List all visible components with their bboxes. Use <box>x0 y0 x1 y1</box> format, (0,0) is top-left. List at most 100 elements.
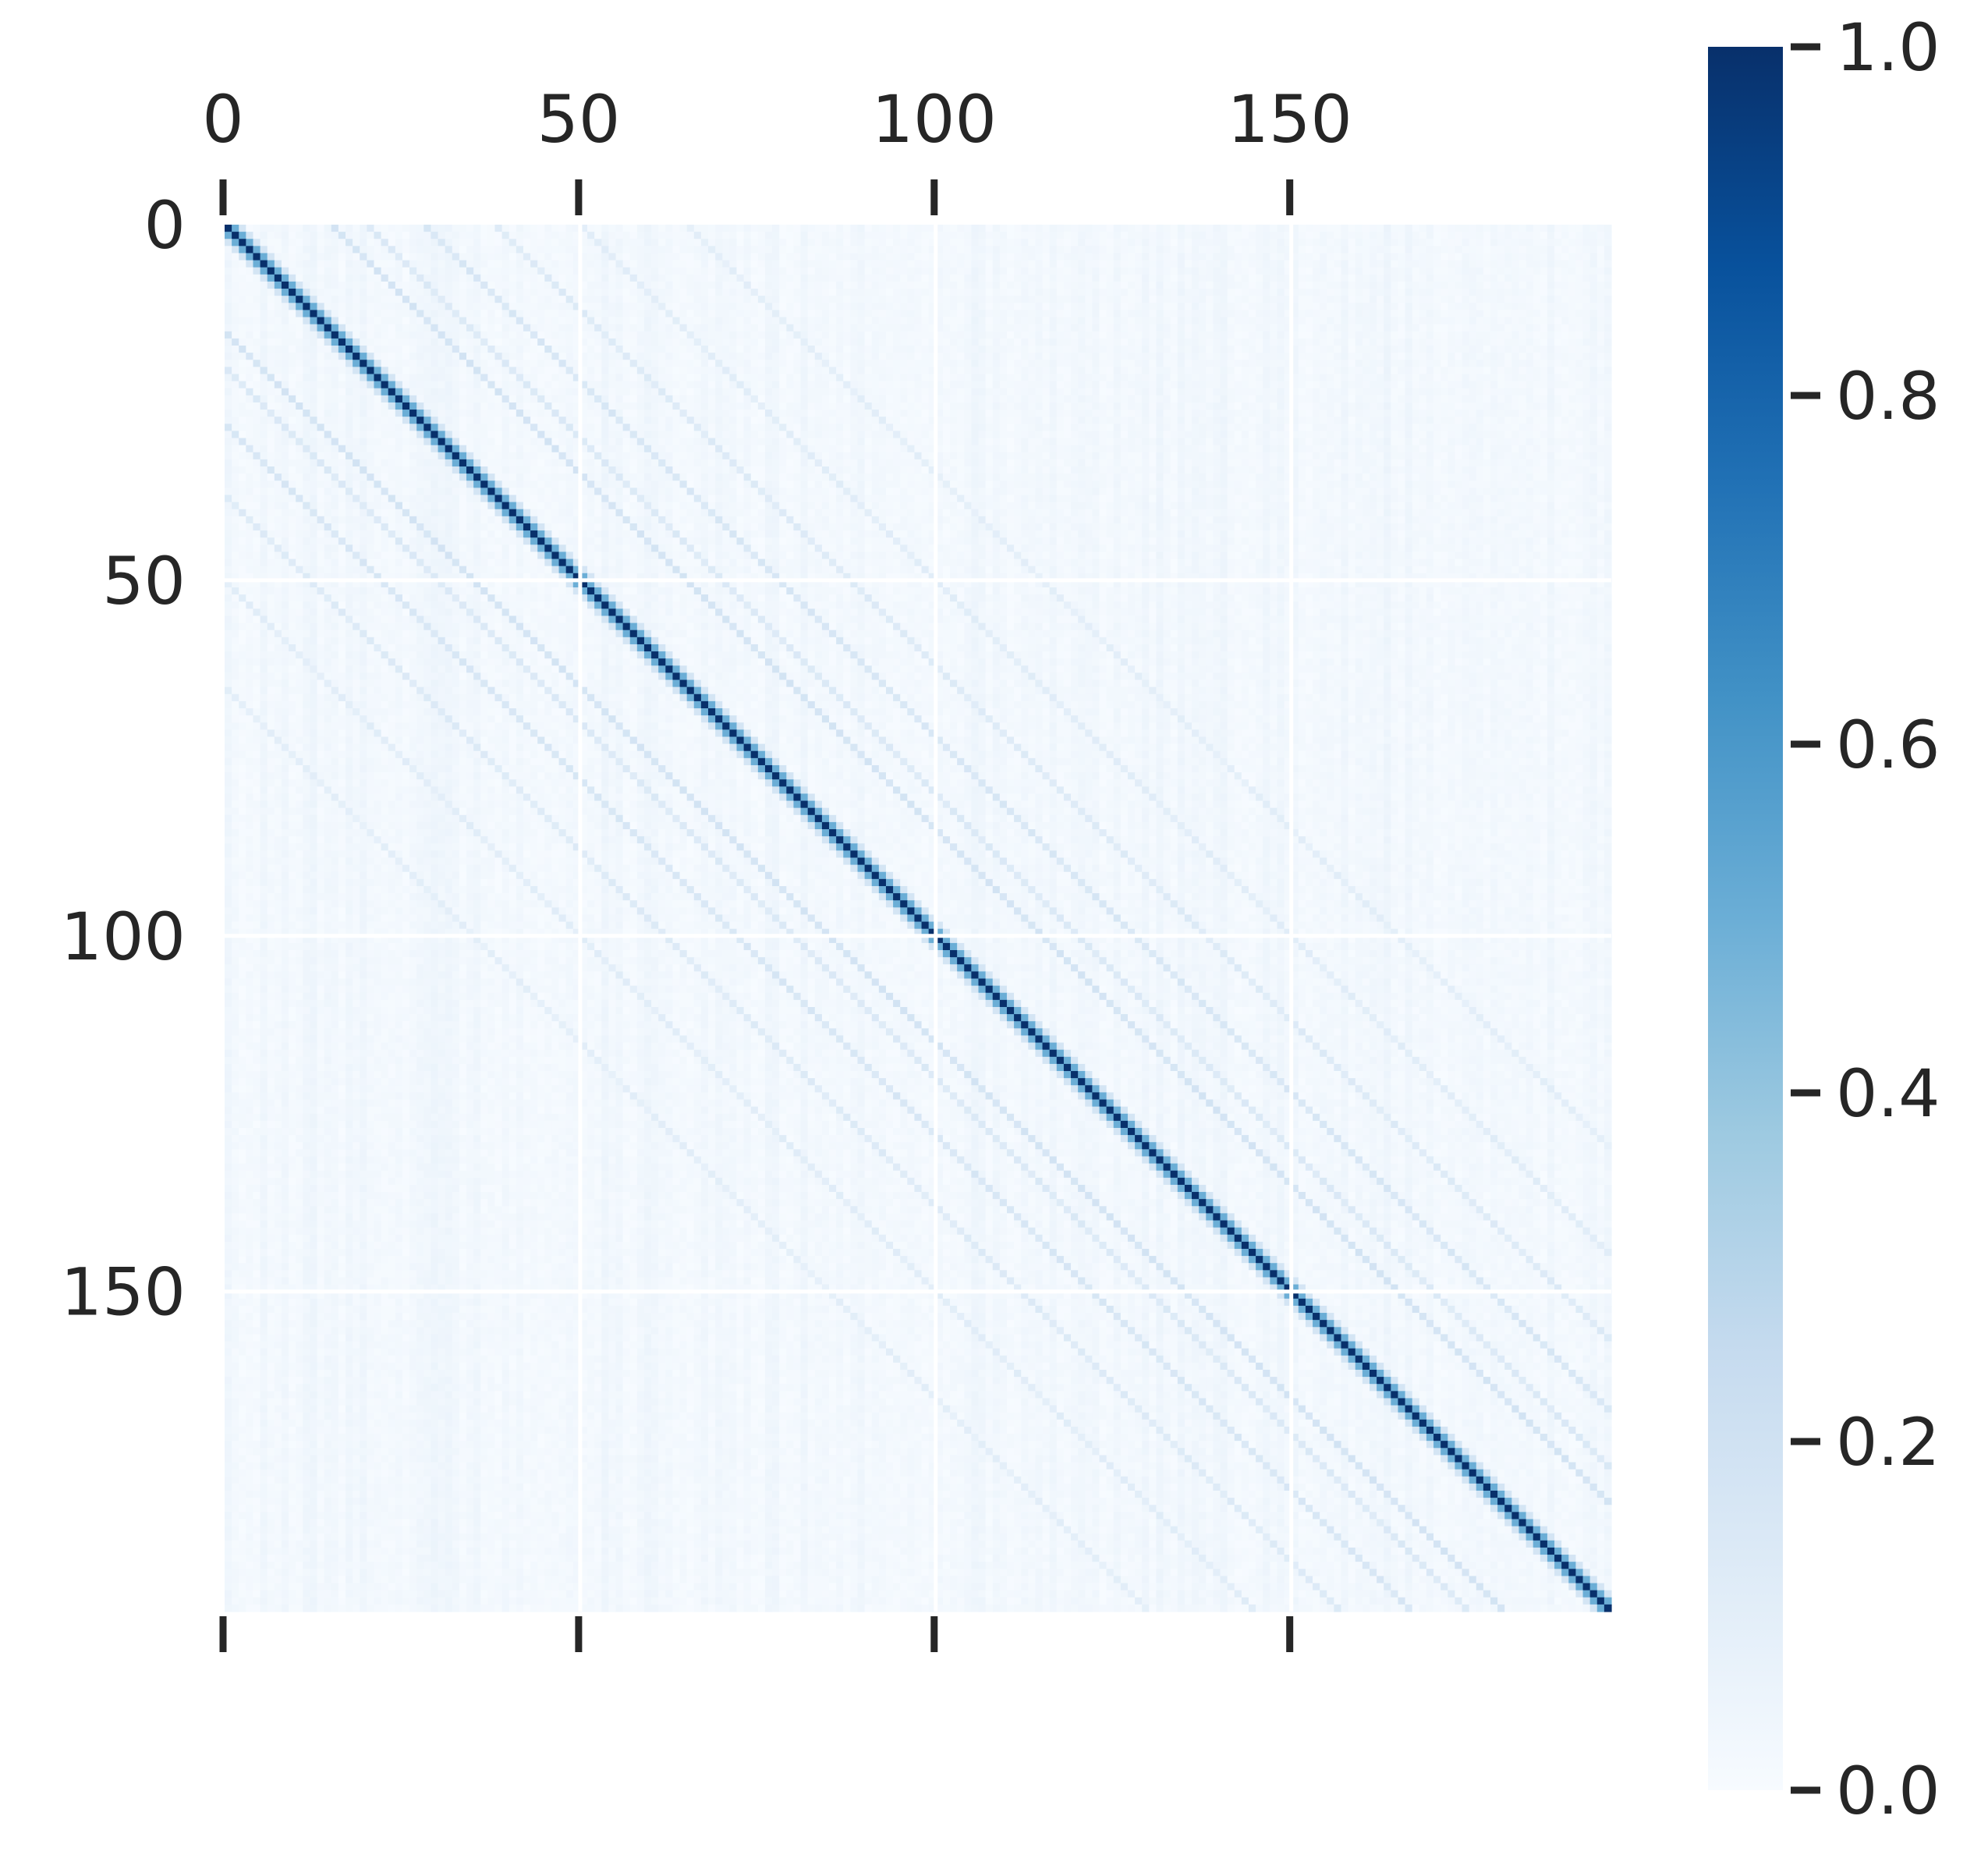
heatmap-cell <box>310 267 318 275</box>
heatmap-cell <box>1192 274 1200 282</box>
heatmap-cell <box>1313 281 1320 289</box>
heatmap-cell <box>1263 317 1270 325</box>
heatmap-cell <box>1135 289 1143 296</box>
heatmap-cell <box>260 346 268 353</box>
heatmap-cell <box>857 289 866 296</box>
heatmap-cell <box>1135 374 1143 382</box>
heatmap-cell <box>715 331 723 339</box>
heatmap-cell <box>1369 303 1377 311</box>
heatmap-cell <box>565 346 574 353</box>
heatmap-cell <box>999 303 1008 311</box>
heatmap-cell <box>900 225 908 232</box>
heatmap-cell <box>225 388 232 396</box>
heatmap-cell <box>1142 267 1150 275</box>
heatmap-cell <box>1377 353 1384 360</box>
heatmap-cell <box>1462 267 1470 275</box>
heatmap-cell <box>1526 331 1534 339</box>
heatmap-cell <box>1298 324 1306 332</box>
heatmap-cell <box>1014 267 1022 275</box>
heatmap-cell <box>1426 281 1434 289</box>
heatmap-cell <box>693 346 702 353</box>
heatmap-cell <box>353 267 360 275</box>
heatmap-cell <box>1028 374 1037 382</box>
heatmap-cell <box>850 289 859 296</box>
heatmap-cell <box>409 360 417 367</box>
heatmap-cell <box>1441 232 1448 239</box>
heatmap-cell <box>1327 388 1334 396</box>
heatmap-cell <box>1596 338 1605 346</box>
heatmap-cell <box>1327 324 1334 332</box>
heatmap-cell <box>864 388 873 396</box>
heatmap-cell <box>1206 324 1214 332</box>
heatmap-cell <box>1220 331 1228 339</box>
heatmap-cell <box>1092 239 1100 246</box>
heatmap-cell <box>402 353 410 360</box>
heatmap-cell <box>800 296 809 303</box>
heatmap-cell <box>409 281 417 289</box>
heatmap-cell <box>1540 253 1548 261</box>
heatmap-cell <box>1313 367 1320 375</box>
heatmap-cell <box>1455 346 1463 353</box>
heatmap-cell <box>814 324 823 332</box>
heatmap-cell <box>885 324 894 332</box>
heatmap-cell <box>1263 360 1270 367</box>
heatmap-cell <box>431 353 439 360</box>
heatmap-cell <box>1113 267 1122 275</box>
heatmap-cell <box>416 253 424 261</box>
heatmap-cell <box>466 395 474 403</box>
heatmap-cell <box>864 346 873 353</box>
heatmap-cell <box>829 367 837 375</box>
heatmap-cell <box>360 353 367 360</box>
heatmap-cell <box>651 338 659 346</box>
heatmap-cell <box>360 232 367 239</box>
heatmap-cell <box>1504 267 1512 275</box>
heatmap-cell <box>551 367 560 375</box>
heatmap-cell <box>594 246 602 254</box>
heatmap-cell <box>1547 324 1555 332</box>
heatmap-cell <box>729 388 738 396</box>
heatmap-cell <box>914 353 923 360</box>
heatmap-cell <box>253 289 261 296</box>
heatmap-cell <box>1156 253 1164 261</box>
heatmap-cell <box>445 303 453 311</box>
heatmap-cell <box>1596 239 1605 246</box>
heatmap-cell <box>1113 324 1122 332</box>
heatmap-cell <box>452 303 460 311</box>
heatmap-cell <box>594 232 602 239</box>
heatmap-cell <box>1554 395 1562 403</box>
heatmap-cell <box>1206 395 1214 403</box>
heatmap-cell <box>722 381 730 389</box>
heatmap-cell <box>1533 310 1541 318</box>
heatmap-cell <box>1227 281 1235 289</box>
heatmap-cell <box>1291 239 1299 246</box>
heatmap-cell <box>1582 374 1591 382</box>
heatmap-cell <box>1270 346 1278 353</box>
heatmap-cell <box>445 239 453 246</box>
heatmap-cell <box>232 374 239 382</box>
heatmap-cell <box>274 310 282 318</box>
heatmap-cell <box>864 310 873 318</box>
heatmap-cell <box>1554 367 1562 375</box>
heatmap-cell <box>431 402 439 410</box>
heatmap-cell <box>1092 374 1100 382</box>
heatmap-cell <box>374 367 382 375</box>
heatmap-cell <box>1071 260 1079 268</box>
heatmap-cell <box>1241 296 1249 303</box>
heatmap-cell <box>445 324 453 332</box>
heatmap-cell <box>651 360 659 367</box>
heatmap-cell <box>1063 395 1072 403</box>
heatmap-cell <box>1291 246 1299 254</box>
heatmap-cell <box>565 281 574 289</box>
heatmap-cell <box>1327 395 1334 403</box>
heatmap-cell <box>530 338 538 346</box>
heatmap-cell <box>800 402 809 410</box>
heatmap-cell <box>779 367 787 375</box>
heatmap-cell <box>402 346 410 353</box>
heatmap-cell <box>1127 296 1136 303</box>
heatmap-cell <box>636 360 645 367</box>
heatmap-cell <box>850 388 859 396</box>
heatmap-cell <box>1575 360 1584 367</box>
heatmap-cell <box>353 346 360 353</box>
heatmap-cell <box>1085 260 1093 268</box>
heatmap-cell <box>643 303 652 311</box>
